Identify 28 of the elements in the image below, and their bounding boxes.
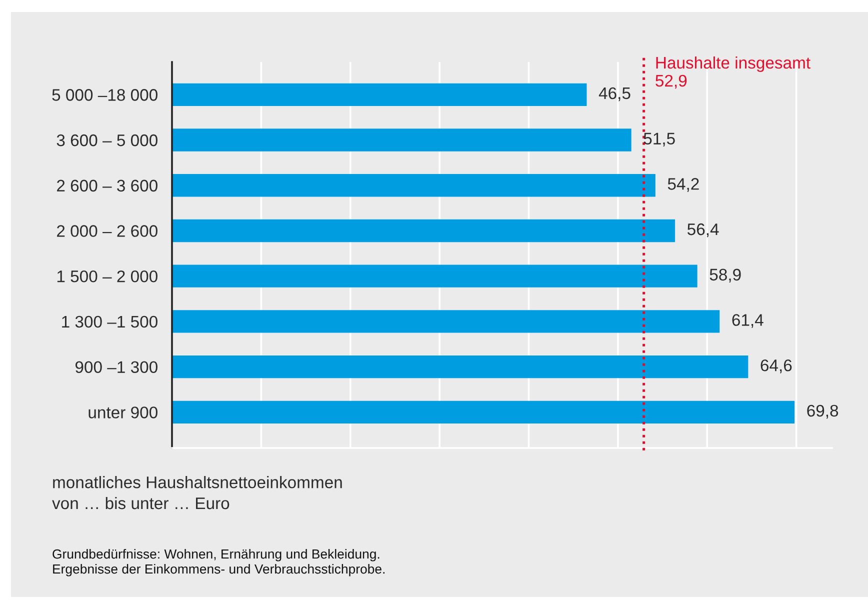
text: Ergebnisse der Einkommens- und Verbrauchsstichprobe. — [53, 564, 384, 576]
bar — [172, 400, 795, 424]
text: Grundbedürfnisse: Wohnen, Ernährung und Bekleidung. — [52, 549, 380, 562]
bar — [172, 264, 698, 288]
y-tick-label: 1 500 – 2 000 — [57, 270, 158, 282]
data-label: 58,9 — [710, 268, 741, 283]
bar — [172, 128, 632, 152]
data-label: 61,4 — [732, 314, 764, 328]
bar — [172, 219, 676, 242]
y-tick-label: 2 600 – 3 600 — [57, 180, 158, 192]
data-label: 69,8 — [807, 404, 838, 419]
bar — [172, 355, 748, 378]
y-tick-label: 3 600 – 5 000 — [56, 134, 158, 146]
ref-line-label: Haushalte insgesamt 52,9 — [656, 56, 810, 89]
y-axis-title: monatliches Haushaltsnettoeinkommen von … bis unter … Euro — [52, 476, 342, 510]
y-tick-label: 1 300 –1 500 — [62, 316, 158, 328]
y-tick-label: unter 900 — [88, 406, 158, 418]
data-label: 64,6 — [760, 359, 792, 374]
bar — [172, 310, 720, 333]
data-label: 56,4 — [688, 223, 719, 238]
y-tick-label: 2 000 – 2 600 — [57, 225, 158, 237]
data-label: 54,2 — [668, 178, 699, 192]
y-tick-label: 900 –1 300 — [75, 361, 158, 374]
data-label: 46,5 — [598, 87, 630, 102]
data-label: 51,5 — [644, 132, 675, 146]
bar — [172, 83, 587, 106]
bar — [172, 174, 656, 197]
y-tick-label: 5 000 –18 000 — [52, 89, 158, 101]
